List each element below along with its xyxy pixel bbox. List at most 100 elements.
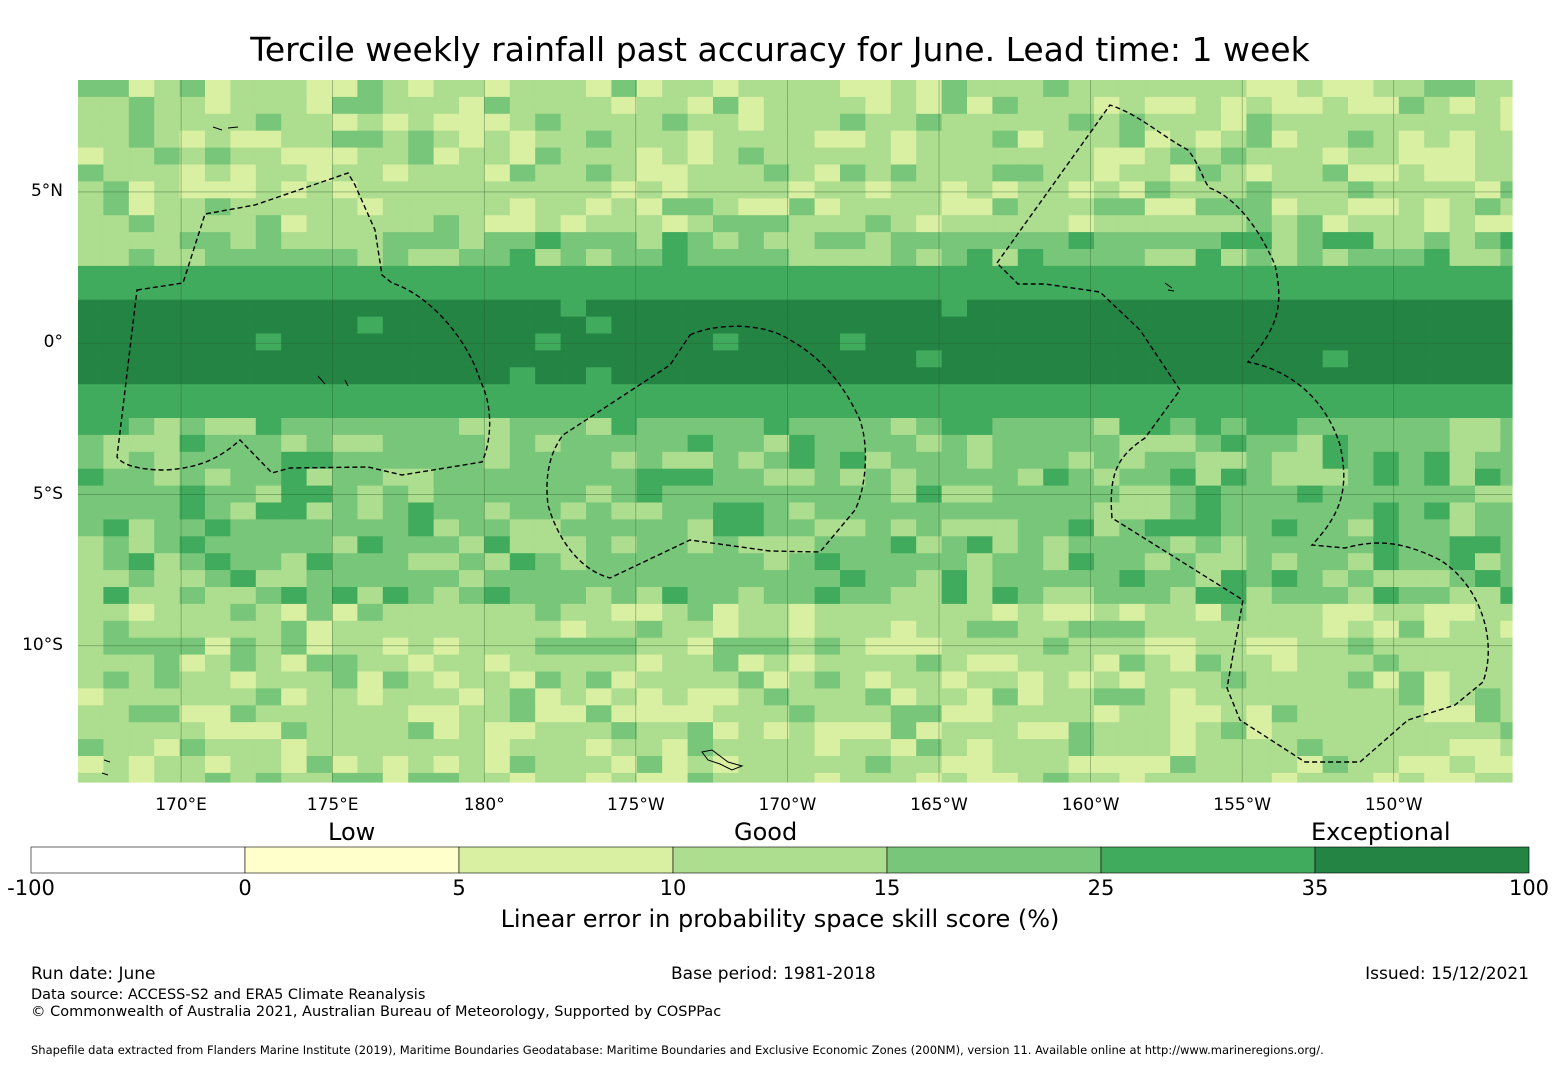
skill-cell [78, 113, 104, 132]
skill-cell [357, 350, 384, 368]
skill-cell [459, 164, 485, 182]
skill-cell [865, 367, 892, 385]
skill-cell [1221, 772, 1247, 783]
skill-cell [662, 756, 689, 774]
skill-cell [382, 401, 409, 419]
skill-cell [1119, 722, 1146, 740]
skill-cell [306, 130, 333, 149]
skill-cell [941, 553, 968, 571]
skill-cell [306, 587, 333, 605]
skill-cell [255, 637, 282, 656]
skill-cell [916, 265, 943, 284]
skill-cell [154, 384, 181, 402]
skill-cell [103, 181, 130, 199]
skill-cell [1068, 553, 1095, 571]
skill-cell [967, 434, 993, 453]
skill-cell [281, 654, 308, 673]
skill-cell [992, 519, 1019, 537]
skill-cell [992, 215, 1019, 233]
skill-cell [459, 587, 485, 605]
skill-cell [941, 739, 968, 757]
skill-cell [205, 705, 231, 723]
skill-cell [382, 265, 409, 284]
skill-cell [1068, 536, 1095, 554]
skill-cell [687, 451, 714, 470]
skill-cell [1475, 603, 1501, 622]
skill-cell [814, 705, 841, 723]
skill-cell [1094, 96, 1120, 115]
skill-cell [484, 316, 511, 335]
skill-cell [941, 502, 968, 520]
skill-cell [1398, 316, 1425, 335]
skill-cell [103, 316, 130, 335]
skill-cell [1322, 688, 1349, 706]
skill-cell [1094, 130, 1120, 149]
skill-cell [687, 249, 714, 267]
skill-cell [636, 620, 663, 639]
skill-cell [1322, 451, 1349, 470]
skill-cell [1246, 215, 1273, 233]
skill-cell [357, 654, 384, 673]
skill-cell [1170, 198, 1197, 216]
skill-cell [687, 468, 714, 487]
skill-cell [1271, 181, 1298, 199]
skill-cell [1348, 147, 1374, 166]
skill-cell [408, 215, 435, 233]
skill-cell [1297, 113, 1324, 132]
skill-cell [763, 451, 790, 470]
skill-cell [789, 198, 816, 216]
skill-cell [1398, 215, 1425, 233]
skill-cell [586, 603, 612, 622]
skill-cell [967, 519, 993, 537]
skill-cell [1094, 265, 1120, 284]
skill-cell [636, 451, 663, 470]
skill-cell [484, 570, 511, 588]
skill-cell [916, 654, 943, 673]
skill-cell [535, 620, 562, 639]
skill-cell [1221, 637, 1247, 656]
skill-cell [1144, 367, 1171, 385]
skill-cell [1348, 181, 1374, 199]
skill-cell [332, 215, 358, 233]
skill-cell [281, 434, 308, 453]
skill-cell [1017, 181, 1044, 199]
skill-cell [332, 756, 358, 774]
skill-cell [255, 620, 282, 639]
skill-cell [1348, 249, 1374, 267]
skill-cell [1322, 587, 1349, 605]
skill-cell [840, 451, 866, 470]
skill-cell [916, 299, 943, 318]
skill-cell [1449, 620, 1476, 639]
skill-cell [484, 671, 511, 689]
skill-cell [1398, 637, 1425, 656]
skill-cell [78, 671, 104, 689]
skill-cell [1271, 451, 1298, 470]
skill-cell [484, 164, 511, 182]
skill-cell [1094, 502, 1120, 520]
skill-cell [1348, 772, 1374, 783]
skill-cell [382, 147, 409, 166]
skill-cell [154, 181, 181, 199]
skill-cell [1322, 739, 1349, 757]
skill-cell [636, 705, 663, 723]
skill-cell [1246, 164, 1273, 182]
skill-cell [1500, 164, 1513, 182]
skill-cell [459, 722, 485, 740]
skill-cell [1424, 215, 1451, 233]
skill-cell [433, 772, 460, 783]
skill-cell [1449, 603, 1476, 622]
skill-cell [332, 722, 358, 740]
skill-cell [1373, 350, 1400, 368]
skill-cell [611, 722, 638, 740]
skill-cell [814, 502, 841, 520]
skill-cell [1271, 384, 1298, 402]
skill-cell [662, 587, 689, 605]
skill-cell [255, 536, 282, 554]
skill-cell [382, 164, 409, 182]
skill-cell [662, 705, 689, 723]
skill-cell [662, 282, 689, 301]
skill-cell [1043, 688, 1070, 706]
skill-cell [1195, 384, 1222, 402]
skill-cell [1424, 739, 1451, 757]
skill-cell [1398, 130, 1425, 149]
